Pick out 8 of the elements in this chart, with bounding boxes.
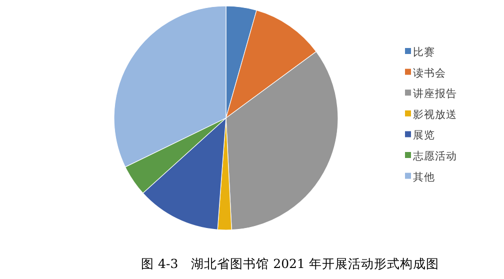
legend-label: 比赛: [413, 46, 435, 58]
text: 图 4-3 湖北省图书馆 2021 年开展活动形式构成图: [141, 256, 439, 271]
legend-label: 其他: [413, 170, 435, 184]
legend-label: 志愿活动: [413, 150, 457, 162]
legend-label: 展览: [413, 130, 435, 142]
legend-label: 读书会: [413, 66, 446, 80]
legend-label: 影视放送: [413, 108, 457, 121]
legend-label: 讲座报告: [413, 87, 457, 100]
